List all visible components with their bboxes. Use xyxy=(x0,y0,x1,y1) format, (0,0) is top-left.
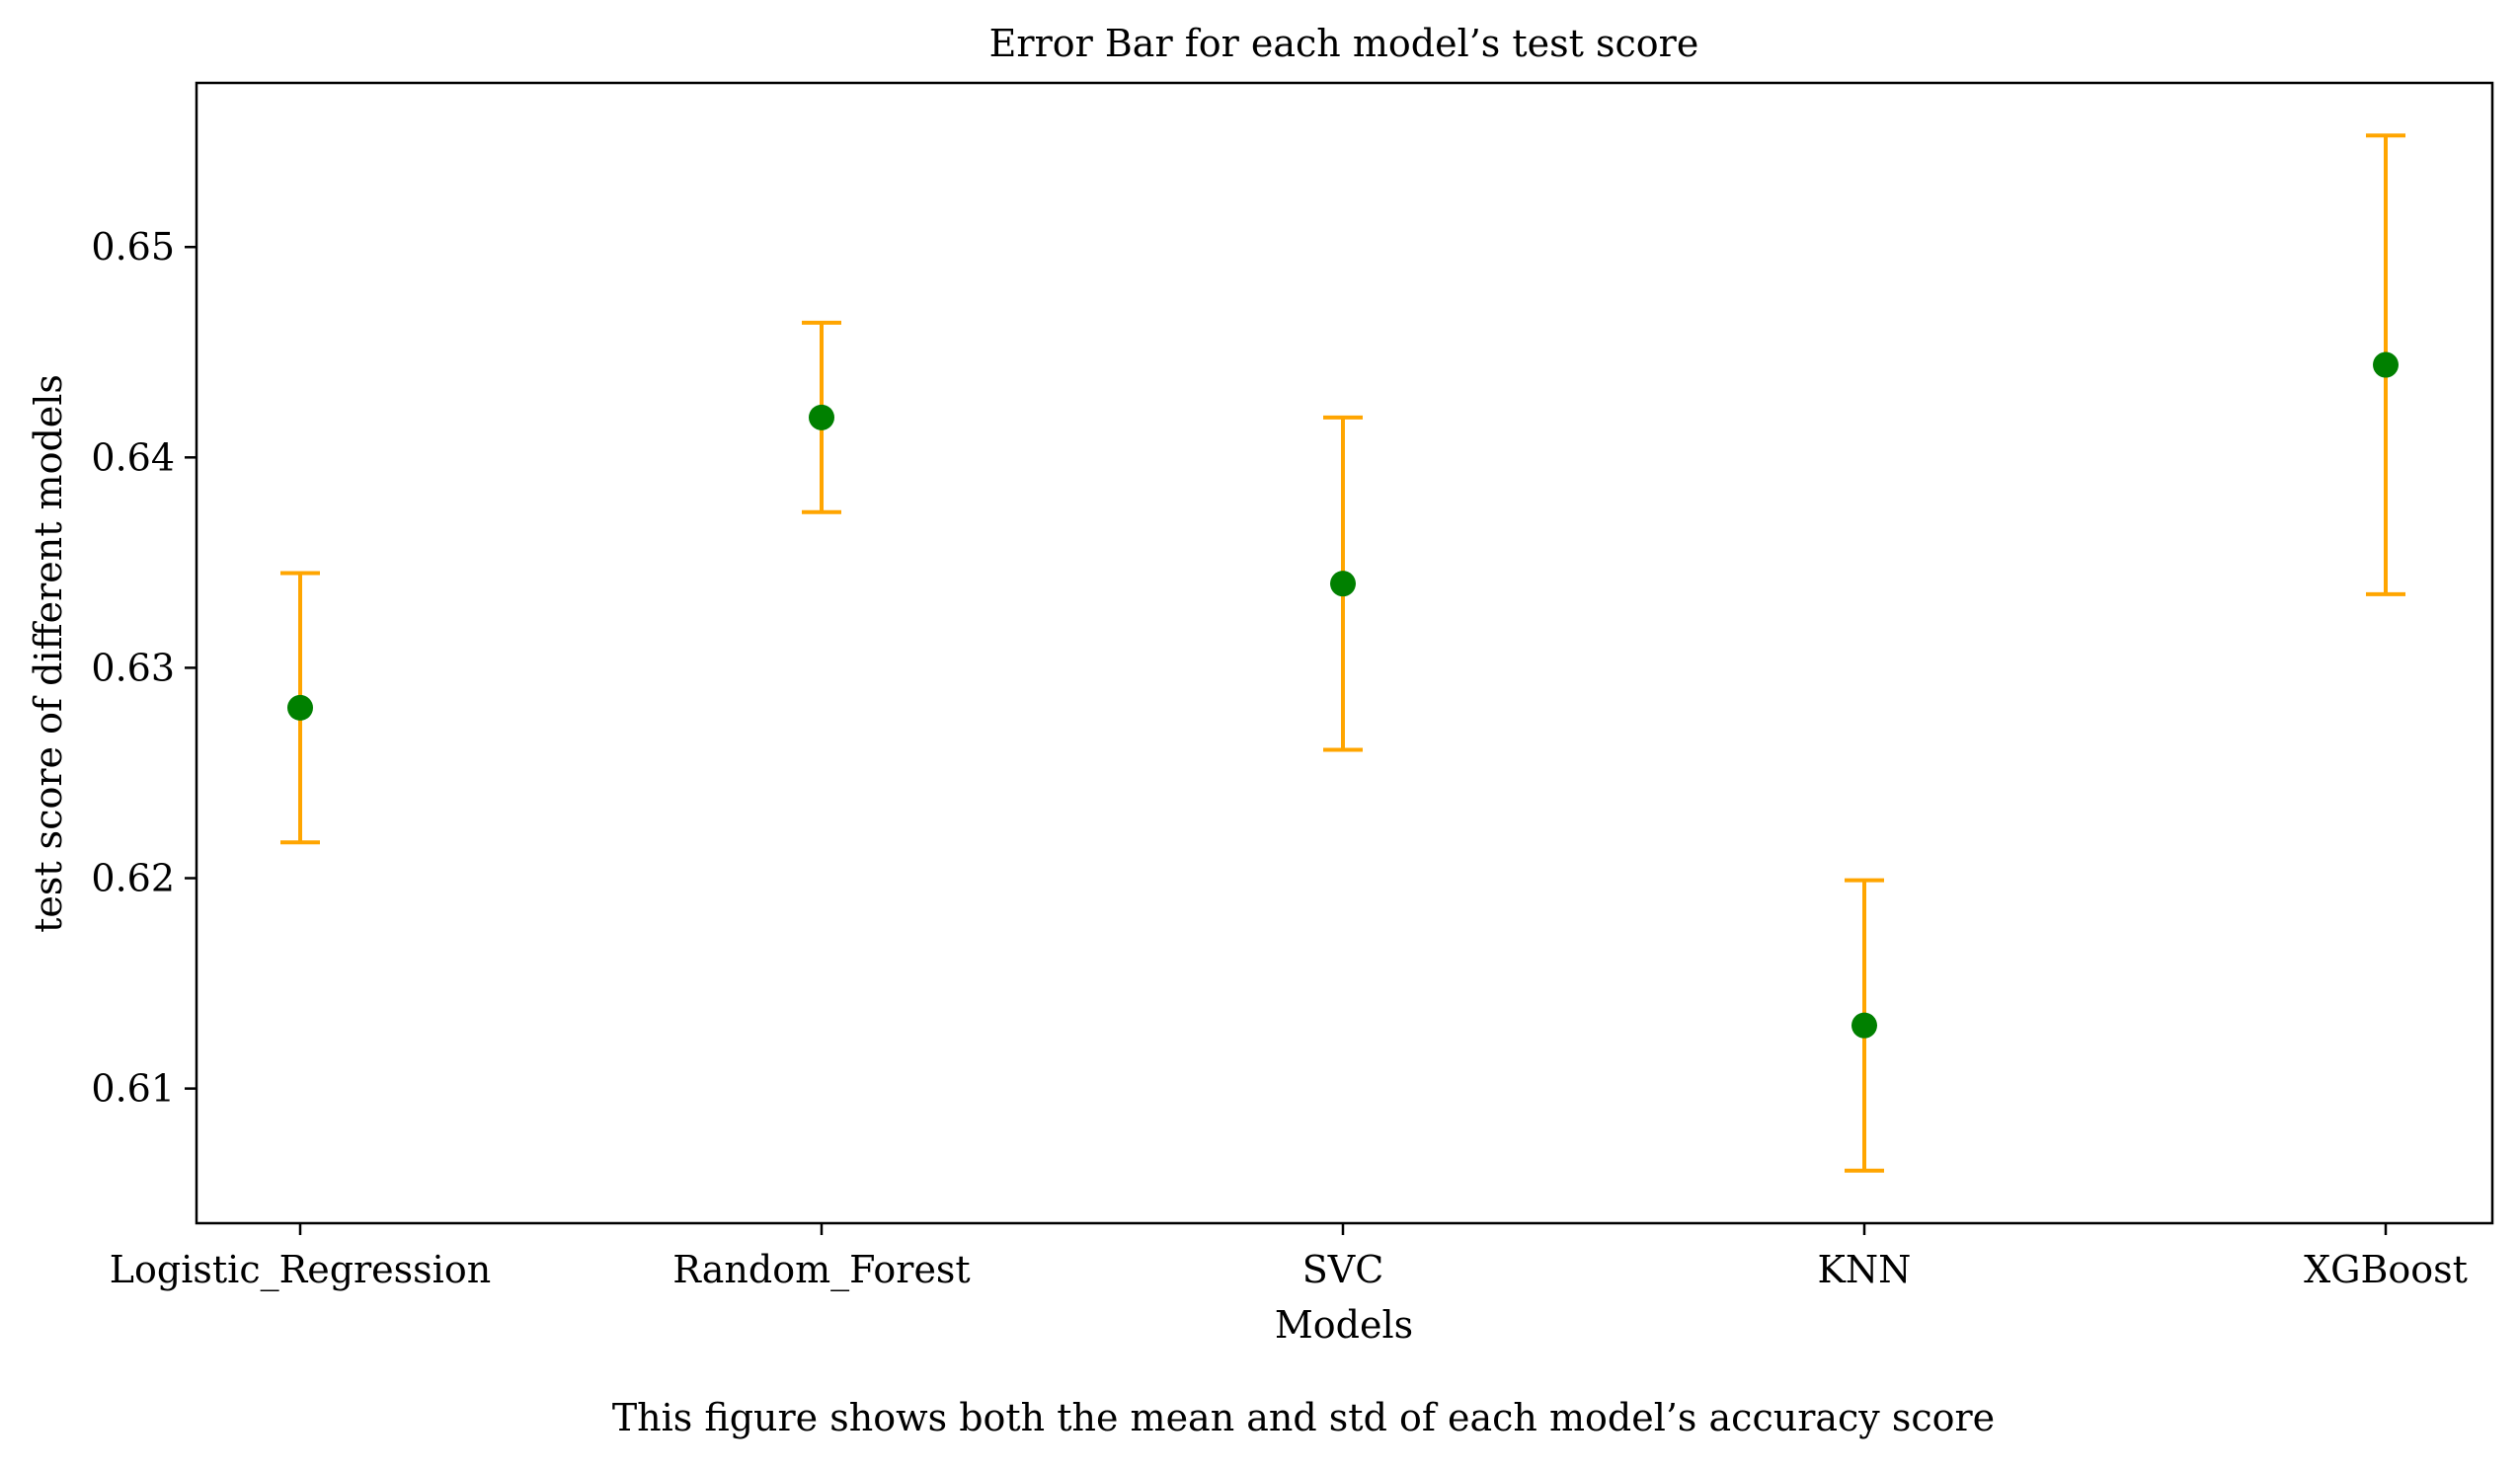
y-tick-label: 0.64 xyxy=(91,435,175,479)
error-bar-svc xyxy=(1323,415,1363,752)
y-tick-label: 0.65 xyxy=(91,225,175,269)
error-bar-random-forest xyxy=(802,320,841,514)
mean-point xyxy=(1851,1012,1877,1039)
mean-point xyxy=(287,694,313,721)
x-tick-label: SVC xyxy=(1302,1248,1384,1291)
mean-point xyxy=(2373,351,2399,378)
x-tick-label: Random_Forest xyxy=(672,1248,970,1292)
x-tick-label: KNN xyxy=(1818,1248,1912,1291)
axes-frame xyxy=(195,81,2494,1225)
y-tick-label: 0.61 xyxy=(91,1067,175,1111)
mean-point xyxy=(809,404,834,430)
y-tick-label: 0.62 xyxy=(91,857,175,900)
x-axis-label: Models xyxy=(1275,1303,1413,1347)
plot-area xyxy=(280,133,2405,1173)
error-bar-knn xyxy=(1845,878,1884,1173)
y-axis-label: test score of different models xyxy=(27,374,70,933)
x-axis: Logistic_Regression Random_Forest SVC KNN XG… xyxy=(110,1223,2468,1292)
x-tick-label: Logistic_Regression xyxy=(110,1248,491,1292)
y-axis: 0.61 0.62 0.63 0.64 0.65 xyxy=(91,225,197,1111)
chart-title: Error Bar for each model’s test score xyxy=(989,22,1699,65)
figure-caption: This figure shows both the mean and std … xyxy=(612,1396,1995,1439)
y-tick-label: 0.63 xyxy=(91,646,175,689)
mean-point xyxy=(1330,571,1356,597)
x-tick-label: XGBoost xyxy=(2304,1248,2468,1291)
error-bar-xgboost xyxy=(2366,133,2405,596)
error-bar-logistic-regression xyxy=(280,571,320,845)
